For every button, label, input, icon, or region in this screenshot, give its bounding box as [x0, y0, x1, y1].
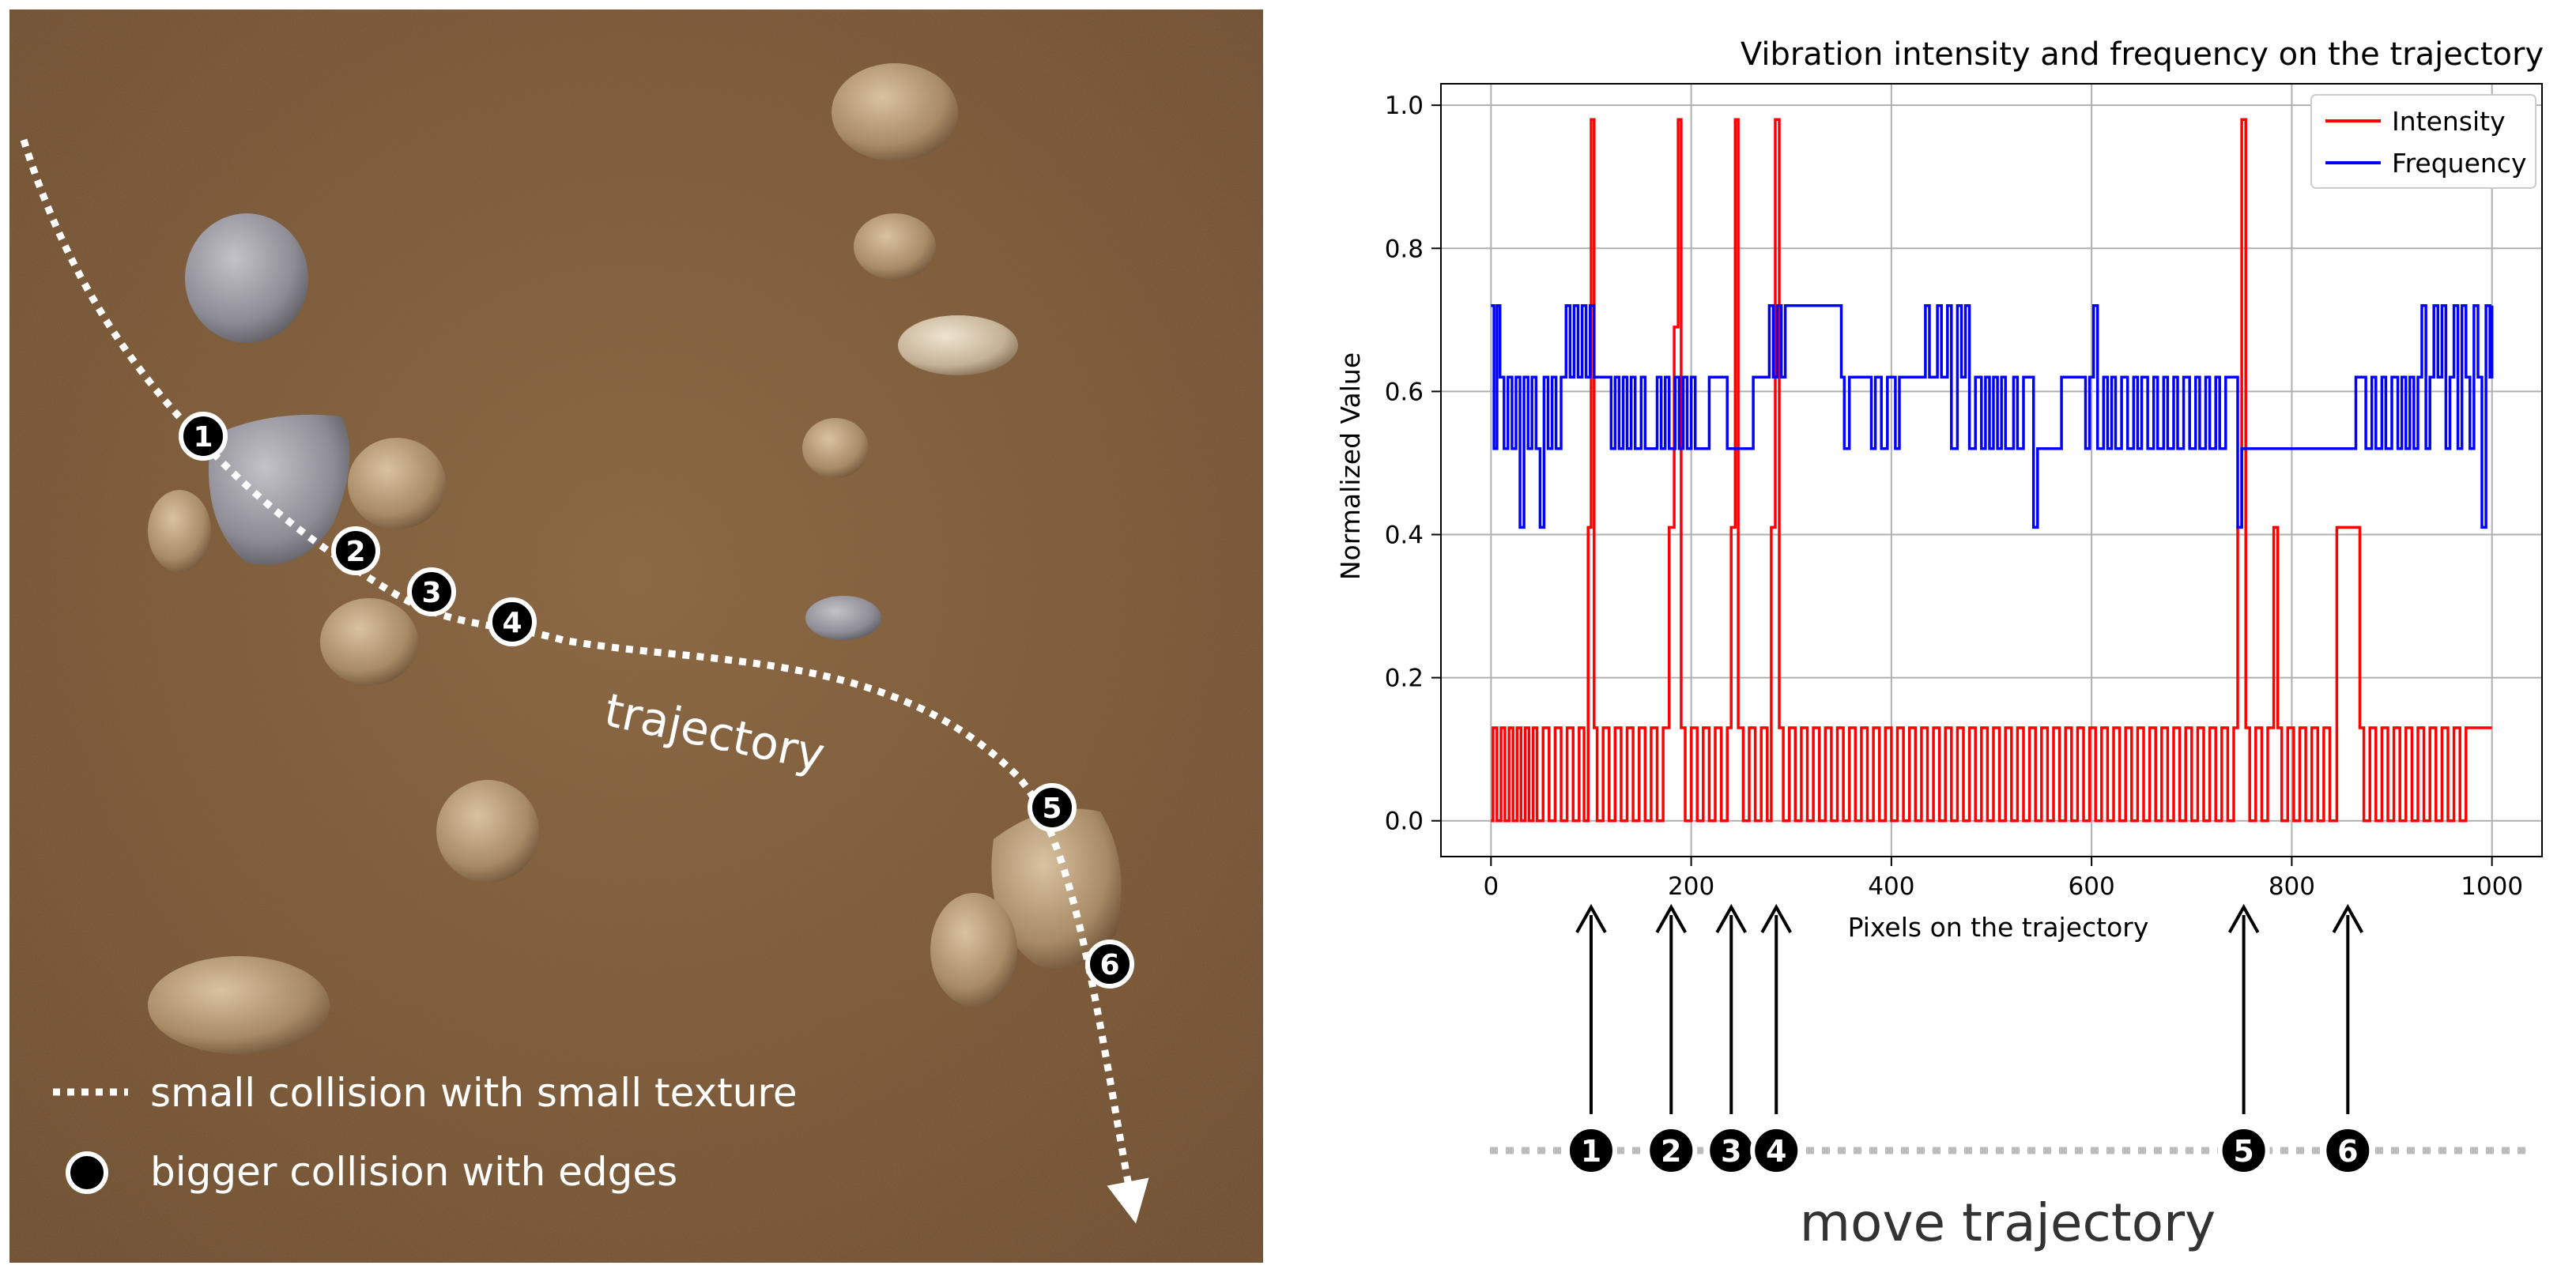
rock — [930, 893, 1017, 1007]
y-tick-label: 0.8 — [1385, 235, 1424, 263]
rock — [898, 315, 1018, 375]
collision-marker-label: 6 — [2337, 1134, 2358, 1169]
collision-marker-label: 5 — [2233, 1134, 2254, 1169]
svg-text:4: 4 — [502, 607, 522, 639]
collision-marker-2: 2 — [1645, 903, 1698, 1177]
scene-marker-1: 1 — [179, 412, 228, 461]
legend-box — [2310, 94, 2536, 189]
x-tick-label: 200 — [1668, 872, 1714, 901]
scene-marker-2: 2 — [331, 526, 380, 575]
scene-marker-4: 4 — [488, 597, 537, 646]
rock — [348, 438, 446, 529]
rock — [148, 490, 211, 572]
collision-arrow-head-icon — [2227, 903, 2260, 933]
trajectory-path — [20, 138, 1149, 1224]
scene-marker-6: 6 — [1085, 940, 1134, 989]
collision-marker-label: 4 — [1766, 1134, 1786, 1169]
rock — [805, 596, 881, 640]
svg-text:5: 5 — [1042, 793, 1062, 825]
scene-marker-5: 5 — [1028, 783, 1077, 832]
collision-marker-3: 3 — [1705, 903, 1758, 1177]
y-tick-label: 0.2 — [1385, 665, 1424, 693]
rock — [802, 418, 869, 478]
series-intensity-line — [1491, 118, 2492, 823]
rock — [185, 213, 308, 343]
collision-marker-dot — [2217, 1124, 2270, 1177]
y-tick-label: 0.6 — [1385, 378, 1424, 406]
series-frequency-line — [1491, 303, 2494, 529]
collision-marker-1: 1 — [1564, 903, 1617, 1177]
collision-marker-label: 3 — [1721, 1134, 1741, 1169]
legend-bigger-collision-text: bigger collision with edges — [150, 1149, 677, 1195]
scene-marker-3: 3 — [407, 567, 456, 616]
collision-arrow-head-icon — [1575, 903, 1607, 933]
scene-collision-markers: 1 2 3 4 5 6 — [179, 412, 1134, 989]
collision-marker-dot — [2321, 1124, 2374, 1177]
x-tick-label: 0 — [1483, 872, 1499, 901]
legend-black-dot-icon — [66, 1151, 108, 1194]
rock — [209, 414, 350, 565]
x-axis-label: Pixels on the trajectory — [1848, 912, 2149, 943]
rock — [854, 213, 936, 280]
legend-small-collision-text: small collision with small texture — [150, 1070, 798, 1116]
svg-text:2: 2 — [345, 536, 365, 568]
axis-ticks: 0 200 400 600 800 1000 0.0 0.2 0.4 0.6 0.8 1.0 — [1385, 92, 2523, 901]
collision-marker-dot — [1750, 1124, 1803, 1177]
move-trajectory-caption: move trajectory — [1800, 1192, 2216, 1253]
rock — [991, 808, 1122, 969]
collision-marker-dot — [1564, 1124, 1617, 1177]
collision-marker-label: 1 — [1581, 1134, 1601, 1169]
legend-intensity-label: Intensity — [2392, 106, 2506, 137]
legend-frequency-label: Frequency — [2392, 148, 2526, 179]
chart-title: Vibration intensity and frequency on the… — [1741, 36, 2544, 73]
y-axis-label: Normalized Value — [1335, 352, 1366, 580]
ground-background — [9, 9, 1263, 1263]
x-tick-label: 600 — [2069, 872, 2115, 901]
series-lines — [1491, 118, 2494, 823]
rock — [320, 598, 418, 685]
x-tick-label: 400 — [1868, 872, 1914, 901]
plot-frame — [1440, 83, 2543, 857]
x-tick-label: 1000 — [2461, 872, 2523, 901]
collision-marker-dot — [1645, 1124, 1698, 1177]
collision-arrow-head-icon — [1655, 903, 1688, 933]
svg-text:6: 6 — [1099, 949, 1119, 981]
rock — [832, 63, 958, 161]
y-tick-label: 1.0 — [1385, 92, 1424, 120]
vibration-chart: Vibration intensity and frequency on the… — [1335, 36, 2544, 1253]
collision-arrow-head-icon — [1715, 903, 1747, 933]
chart-legend: Intensity Frequency — [2310, 94, 2536, 189]
y-tick-label: 0.0 — [1385, 808, 1424, 836]
rock — [436, 780, 539, 883]
rock — [148, 956, 330, 1054]
collision-arrow-head-icon — [1760, 903, 1792, 933]
collision-marker-label: 2 — [1661, 1134, 1681, 1169]
collision-marker-6: 6 — [2321, 903, 2374, 1177]
collision-marker-4: 4 — [1750, 903, 1803, 1177]
collision-arrow-head-icon — [2332, 903, 2364, 933]
terrain-scene-image: trajectory 1 2 3 4 5 6 small collision w… — [9, 9, 1263, 1263]
x-tick-label: 800 — [2269, 872, 2315, 901]
svg-text:1: 1 — [193, 421, 213, 454]
rocks — [148, 63, 1122, 1054]
scene-legend: small collision with small texture bigge… — [53, 1070, 798, 1195]
y-tick-label: 0.4 — [1385, 522, 1424, 550]
collision-marker-5: 5 — [2217, 903, 2270, 1177]
svg-text:3: 3 — [421, 577, 441, 609]
